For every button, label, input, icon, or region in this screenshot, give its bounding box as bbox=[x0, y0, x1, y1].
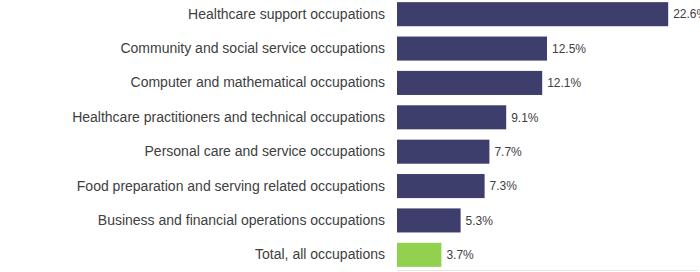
bar bbox=[397, 174, 485, 198]
bars bbox=[397, 2, 668, 267]
bar bbox=[397, 37, 547, 61]
tick: Food preparation and serving related occ… bbox=[77, 178, 385, 194]
category-label: Food preparation and serving related occ… bbox=[77, 178, 385, 194]
data-label: 7.7% bbox=[494, 145, 522, 159]
data-label: 9.1% bbox=[511, 111, 539, 125]
category-label: Total, all occupations bbox=[255, 246, 385, 262]
bar bbox=[397, 71, 542, 95]
tick: Healthcare support occupations bbox=[188, 6, 385, 22]
category-label: Healthcare support occupations bbox=[188, 6, 385, 22]
tick: Business and financial operations occupa… bbox=[98, 212, 385, 228]
data-label: 3.7% bbox=[446, 248, 474, 262]
data-label: 22.6% bbox=[673, 7, 700, 21]
chart: Healthcare support occupations Community … bbox=[0, 0, 700, 272]
tick: Personal care and service occupations bbox=[145, 143, 385, 159]
tick: Community and social service occupations bbox=[120, 40, 385, 56]
axis-line bbox=[398, 270, 698, 271]
bar bbox=[397, 243, 441, 267]
data-label: 7.3% bbox=[490, 179, 518, 193]
tick: Total, all occupations bbox=[255, 246, 385, 262]
category-label: Business and financial operations occupa… bbox=[98, 212, 385, 228]
bar bbox=[397, 140, 489, 164]
tick: Computer and mathematical occupations bbox=[131, 74, 385, 90]
category-axis: Healthcare support occupations Community … bbox=[72, 6, 385, 263]
category-label: Personal care and service occupations bbox=[145, 143, 385, 159]
bar bbox=[397, 208, 461, 232]
data-label: 5.3% bbox=[466, 214, 494, 228]
tick: Healthcare practitioners and technical o… bbox=[72, 109, 385, 125]
category-label: Computer and mathematical occupations bbox=[131, 74, 385, 90]
bar bbox=[397, 105, 506, 129]
value-axis bbox=[398, 270, 698, 271]
data-label: 12.5% bbox=[552, 42, 586, 56]
data-label: 12.1% bbox=[547, 76, 581, 90]
bar bbox=[397, 2, 668, 26]
category-label: Healthcare practitioners and technical o… bbox=[72, 109, 385, 125]
data-labels: 22.6% 12.5% 12.1% 9.1% 7.7% 7.3% 5.3% 3.7% bbox=[446, 7, 700, 262]
category-label: Community and social service occupations bbox=[120, 40, 385, 56]
